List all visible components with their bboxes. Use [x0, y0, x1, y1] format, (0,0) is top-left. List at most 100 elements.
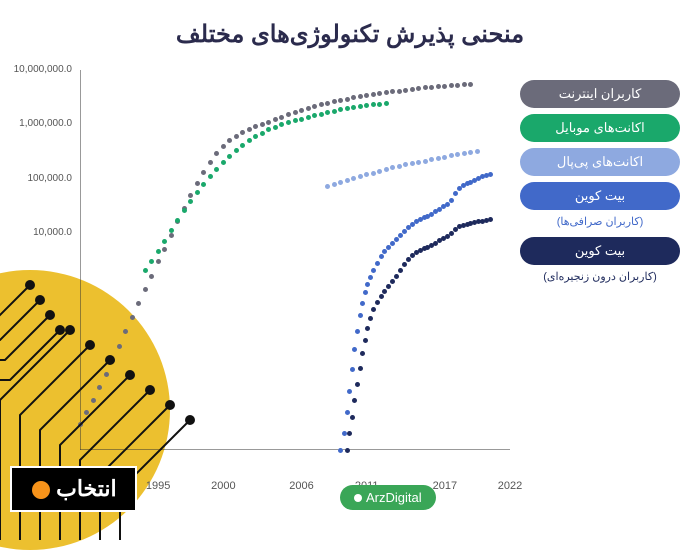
watermark-badge: انتخاب — [10, 466, 137, 512]
data-point — [384, 101, 389, 106]
data-point — [390, 89, 395, 94]
data-point — [266, 120, 271, 125]
data-point — [358, 104, 363, 109]
data-point — [247, 138, 252, 143]
data-point — [325, 110, 330, 115]
data-point — [394, 274, 399, 279]
data-point — [286, 120, 291, 125]
data-point — [208, 160, 213, 165]
data-point — [429, 157, 434, 162]
watermark-text: انتخاب — [56, 476, 117, 501]
legend-item-mobile: اکانت‌های موبایل — [520, 114, 680, 142]
data-point — [468, 150, 473, 155]
data-point — [436, 156, 441, 161]
data-point — [325, 101, 330, 106]
data-point — [338, 98, 343, 103]
data-point — [442, 155, 447, 160]
data-point — [410, 87, 415, 92]
data-point — [379, 294, 384, 299]
data-point — [338, 107, 343, 112]
data-point — [365, 282, 370, 287]
data-point — [312, 104, 317, 109]
data-point — [368, 316, 373, 321]
data-point — [382, 249, 387, 254]
data-point — [416, 86, 421, 91]
data-point — [475, 149, 480, 154]
y-tick: 10,000,000.0 — [14, 64, 72, 75]
data-point — [351, 176, 356, 181]
data-point — [319, 102, 324, 107]
data-point — [332, 109, 337, 114]
data-point — [214, 167, 219, 172]
data-point — [347, 431, 352, 436]
data-point — [462, 82, 467, 87]
data-point — [338, 448, 343, 453]
data-point — [350, 367, 355, 372]
data-point — [260, 122, 265, 127]
x-tick: 2022 — [498, 480, 522, 492]
data-point — [234, 148, 239, 153]
data-point — [371, 307, 376, 312]
data-point — [371, 102, 376, 107]
data-point — [363, 338, 368, 343]
data-point — [455, 152, 460, 157]
data-point — [358, 94, 363, 99]
legend-item-paypal: اکانت‌های پی‌پال — [520, 148, 680, 176]
data-point — [208, 174, 213, 179]
data-point — [345, 448, 350, 453]
data-point — [442, 84, 447, 89]
data-point — [347, 389, 352, 394]
data-point — [279, 115, 284, 120]
data-point — [188, 193, 193, 198]
data-point — [403, 88, 408, 93]
data-point — [462, 151, 467, 156]
data-point — [449, 231, 454, 236]
data-point — [273, 125, 278, 130]
data-point — [355, 329, 360, 334]
data-point — [240, 130, 245, 135]
data-point — [352, 347, 357, 352]
bitcoin-icon — [32, 481, 50, 499]
x-tick: 2017 — [433, 480, 457, 492]
data-point — [488, 172, 493, 177]
data-point — [377, 102, 382, 107]
data-point — [468, 82, 473, 87]
data-point — [360, 301, 365, 306]
data-point — [397, 89, 402, 94]
data-point — [371, 268, 376, 273]
data-point — [368, 275, 373, 280]
data-point — [355, 382, 360, 387]
y-tick: 100,000.0 — [28, 173, 73, 184]
data-point — [384, 90, 389, 95]
container: منحنی پذیرش تکنولوژی‌های مختلف 10,000,00… — [0, 0, 700, 540]
data-point — [338, 180, 343, 185]
data-point — [351, 105, 356, 110]
data-point — [455, 83, 460, 88]
data-point — [449, 83, 454, 88]
data-point — [299, 108, 304, 113]
chart-title: منحنی پذیرش تکنولوژی‌های مختلف — [0, 0, 700, 49]
data-point — [345, 410, 350, 415]
data-point — [449, 153, 454, 158]
data-point — [352, 398, 357, 403]
data-point — [306, 106, 311, 111]
data-point — [286, 112, 291, 117]
data-point — [364, 103, 369, 108]
data-point — [266, 127, 271, 132]
data-point — [429, 85, 434, 90]
data-point — [299, 117, 304, 122]
data-point — [390, 165, 395, 170]
data-point — [386, 284, 391, 289]
data-point — [293, 110, 298, 115]
data-point — [402, 262, 407, 267]
data-point — [377, 91, 382, 96]
data-point — [371, 92, 376, 97]
data-point — [416, 160, 421, 165]
data-point — [397, 164, 402, 169]
data-point — [358, 174, 363, 179]
legend-sublabel-bitcoin-exchange: (کاربران صرافی‌ها) — [520, 212, 680, 231]
data-point — [436, 84, 441, 89]
data-point — [195, 181, 200, 186]
data-point — [293, 118, 298, 123]
data-point — [260, 131, 265, 136]
